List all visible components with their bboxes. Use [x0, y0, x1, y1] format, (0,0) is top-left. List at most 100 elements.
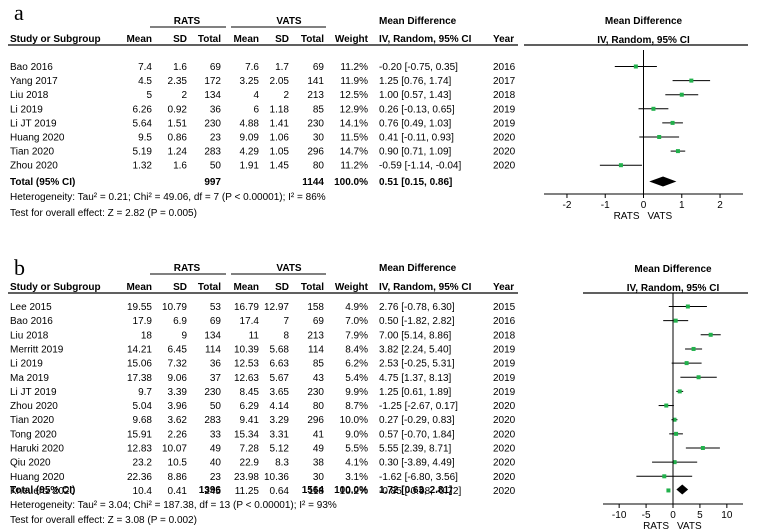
panel-b-point-marker [672, 417, 677, 422]
panel-b-total1: 40 [210, 458, 222, 469]
panel-a-ci-text: -0.20 [-0.75, 0.35] [379, 62, 458, 73]
panel-b-total1: 37 [210, 373, 222, 384]
panel-b-total1: 69 [210, 316, 222, 327]
panel-b-total-n2: 1564 [302, 485, 325, 496]
panel-b-col-mean1: Mean [126, 282, 152, 293]
panel-b-study-name: Bao 2016 [10, 316, 53, 327]
panel-b-mean2: 22.9 [240, 458, 260, 469]
panel-a-col-mean1: Mean [126, 34, 152, 45]
panel-b-point-marker [664, 403, 669, 408]
panel-b-study-name: Liu 2018 [10, 330, 49, 341]
panel-a-overall-effect: Test for overall effect: Z = 2.82 (P = 0… [10, 208, 197, 219]
panel-a-total1: 23 [210, 133, 222, 144]
panel-a-total1: 69 [210, 62, 222, 73]
panel-a-ci-text: 1.25 [0.76, 1.74] [379, 76, 452, 87]
panel-a-total1: 36 [210, 104, 222, 115]
panel-b-mean2: 8.45 [240, 387, 260, 398]
panel-a-mean2: 7.6 [245, 62, 259, 73]
panel-a-study-name: Huang 2020 [10, 133, 65, 144]
panel-b-sd2: 3.29 [270, 415, 290, 426]
panel-b-ci-text: 7.00 [5.14, 8.86] [379, 330, 452, 341]
panel-b-sd1: 7.32 [168, 359, 188, 370]
panel-a-point-marker [689, 78, 694, 83]
panel-b-sd2: 4.14 [270, 401, 290, 412]
panel-a-col-mean2: Mean [233, 34, 259, 45]
panel-b-mean2: 12.63 [234, 373, 259, 384]
panel-a-total-n1: 997 [204, 177, 221, 188]
panel-a-year: 2016 [493, 62, 516, 73]
panel-b-year: 2020 [493, 429, 516, 440]
panel-a-sd2: 2.05 [270, 76, 290, 87]
panel-b-weight: 8.7% [345, 401, 368, 412]
panel-b-mean1: 23.2 [133, 458, 153, 469]
panel-a-total2: 213 [307, 90, 324, 101]
panel-b-sd2: 7 [283, 316, 289, 327]
panel-b-total2: 41 [313, 429, 325, 440]
panel-a-point-marker [633, 64, 638, 69]
panel-a-col-sd1: SD [173, 34, 187, 45]
panel-a-mean2: 4.29 [240, 147, 260, 158]
panel-b-study-name: Tian 2020 [10, 415, 55, 426]
panel-b-study-name: Huang 2020 [10, 472, 65, 483]
panel-b-year: 2020 [493, 401, 516, 412]
panel-b-total1: 283 [204, 415, 221, 426]
panel-b-sd1: 9.06 [168, 373, 188, 384]
panel-b-total2: 213 [307, 330, 324, 341]
panel-b-year: 2016 [493, 316, 516, 327]
panel-a-md-header: Mean Difference [379, 16, 457, 27]
panel-b-sd1: 0.41 [168, 486, 188, 497]
panel-a-col-study: Study or Subgroup [10, 34, 101, 45]
panel-a-weight: 11.2% [340, 161, 368, 172]
panel-b-group2-header: VATS [276, 263, 302, 274]
panel-b-study-name: Haruki 2020 [10, 444, 64, 455]
panel-b-mean1: 22.36 [127, 472, 152, 483]
panel-b-total2: 158 [307, 302, 324, 313]
panel-b-mean2: 11 [249, 330, 260, 341]
panel-a-sd2: 1.05 [270, 147, 290, 158]
panel-b-sd1: 10.07 [162, 444, 187, 455]
panel-a-ci-text: 1.00 [0.57, 1.43] [379, 90, 452, 101]
panel-b-sd1: 3.62 [168, 415, 188, 426]
panel-a-x-tick-label: 1 [679, 200, 685, 211]
panel-b-weight: 8.4% [345, 344, 368, 355]
panel-b-point-marker [677, 389, 682, 394]
panel-b-point-marker [673, 318, 678, 323]
panel-b-point-marker [700, 446, 705, 450]
panel-a-total-n2: 1144 [302, 177, 324, 188]
panel-b-study-name: Tong 2020 [10, 429, 57, 440]
panel-b-sd1: 10.5 [168, 458, 188, 469]
panel-a-point-marker [657, 135, 662, 139]
panel-b-mean1: 17.38 [127, 373, 152, 384]
panel-a-col-ci: IV, Random, 95% CI [379, 34, 472, 45]
panel-a-total-weight: 100.0% [334, 177, 368, 188]
panel-a-weight: 12.5% [340, 90, 368, 101]
panel-a-mean2: 4.88 [240, 118, 260, 129]
panel-b-total-weight: 100.0% [334, 485, 368, 496]
panel-a-study-name: Tian 2020 [10, 147, 55, 158]
panel-a-sd1: 1.6 [173, 62, 187, 73]
panel-b-mean1: 19.55 [127, 302, 152, 313]
panel-a-xlabel-left: RATS [614, 211, 640, 222]
panel-a-col-weight: Weight [335, 34, 369, 45]
panel-b-mean1: 15.06 [127, 359, 152, 370]
panel-a-heterogeneity: Heterogeneity: Tau² = 0.21; Chi² = 49.06… [10, 192, 326, 203]
panel-a-mean2: 1.91 [240, 161, 260, 172]
panel-b-point-marker [666, 488, 671, 493]
panel-b-group1-header: RATS [174, 263, 201, 274]
panel-a-year: 2020 [493, 161, 516, 172]
panel-b-mean2: 16.79 [234, 302, 259, 313]
panel-a-group1-header: RATS [174, 16, 201, 27]
panel-b-sd1: 8.86 [168, 472, 188, 483]
panel-a-total1: 134 [204, 90, 221, 101]
panel-b-total-ci: 1.72 [0.63, 2.81] [379, 485, 452, 496]
panel-a-total2: 230 [307, 118, 324, 129]
panel-b-point-marker [674, 431, 679, 436]
panel-b-x-tick-label: -10 [612, 510, 627, 521]
panel-b-sd1: 2.26 [168, 429, 188, 440]
panel-b-year: 2020 [493, 458, 516, 469]
panel-b-weight: 5.4% [345, 373, 368, 384]
panel-a-year: 2017 [493, 76, 516, 87]
panel-b-total2: 49 [313, 444, 325, 455]
panel-b-xlabel-right: VATS [677, 521, 702, 529]
